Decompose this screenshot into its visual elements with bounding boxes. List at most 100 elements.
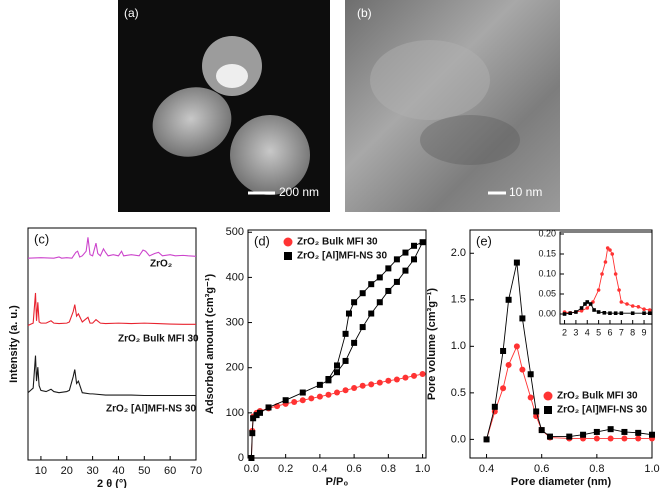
- marker: [607, 435, 614, 442]
- legend-label: ZrO₂ [Al]MFI-NS 30: [557, 405, 647, 416]
- x-tick-label: 10: [35, 465, 47, 477]
- marker: [411, 242, 418, 249]
- series-line: [250, 373, 423, 459]
- panel-label: (d): [254, 233, 270, 248]
- y-axis-label: Pore volume (cm³g⁻¹): [426, 288, 438, 400]
- legend-marker: [543, 391, 553, 401]
- y-tick-label: 0.05: [538, 288, 556, 298]
- marker: [574, 310, 578, 314]
- x-tick-label: 50: [138, 465, 150, 477]
- marker: [256, 409, 263, 416]
- marker: [583, 302, 587, 306]
- marker: [334, 362, 340, 369]
- marker: [385, 265, 392, 272]
- marker: [636, 305, 641, 309]
- x-tick-label: 5: [596, 327, 601, 337]
- marker: [613, 272, 618, 276]
- legend-label: ZrO₂ [Al]MFI-NS 30: [297, 251, 387, 262]
- marker: [566, 433, 573, 440]
- marker: [411, 256, 418, 263]
- legend-label: ZrO₂ Bulk MFI 30: [557, 391, 638, 402]
- y-tick-label: 0.15: [538, 248, 556, 258]
- series-line: [564, 301, 650, 315]
- marker: [607, 426, 614, 433]
- y-axis-label: Intensity (a. u.): [8, 305, 20, 383]
- marker: [325, 391, 332, 398]
- marker: [334, 389, 340, 396]
- marker: [635, 429, 642, 436]
- x-tick-label: 0.4: [479, 463, 494, 475]
- panel-label: (c): [34, 231, 49, 246]
- marker: [635, 435, 642, 442]
- marker: [351, 299, 358, 306]
- y-tick-label: 0.20: [538, 228, 556, 238]
- series-label: ZrO₂: [150, 259, 172, 270]
- plot-frame: [469, 229, 653, 459]
- marker: [642, 307, 646, 312]
- y-tick-label: 0.10: [538, 268, 556, 278]
- x-tick-label: 7: [619, 327, 624, 337]
- y-tick-label: 100: [226, 407, 244, 419]
- tem-image-a: (a) 200 nm: [118, 0, 330, 212]
- marker: [385, 287, 392, 294]
- y-tick-label: 2.0: [451, 247, 466, 259]
- marker: [613, 311, 618, 315]
- marker: [621, 435, 628, 442]
- marker: [580, 431, 587, 438]
- series-line: [27, 355, 196, 397]
- x-tick-label: 30: [86, 465, 98, 477]
- marker: [402, 249, 409, 256]
- marker: [647, 308, 652, 312]
- x-tick-label: 2: [562, 327, 567, 337]
- marker: [248, 455, 255, 461]
- x-axis-label: 2 θ (°): [97, 478, 127, 488]
- x-tick-label: 3: [573, 327, 578, 337]
- marker: [630, 311, 635, 315]
- marker: [596, 288, 601, 292]
- panel-label: (b): [357, 6, 372, 20]
- marker: [585, 306, 590, 310]
- x-tick-label: 0.6: [346, 463, 361, 475]
- marker: [368, 310, 375, 317]
- scale-bar-label: 10 nm: [509, 185, 542, 199]
- marker: [527, 371, 534, 378]
- marker: [334, 369, 340, 376]
- marker: [342, 387, 349, 394]
- marker: [610, 252, 615, 256]
- marker: [608, 311, 612, 315]
- marker: [342, 357, 349, 364]
- marker: [368, 281, 375, 288]
- marker: [249, 430, 256, 437]
- marker: [513, 259, 520, 266]
- marker: [491, 403, 498, 410]
- legend-marker: [283, 237, 293, 247]
- marker: [291, 399, 298, 406]
- panel-label: (a): [124, 6, 139, 20]
- marker: [519, 315, 526, 322]
- marker: [619, 300, 624, 304]
- series-label: ZrO₂ Bulk MFI 30: [118, 334, 199, 345]
- marker: [282, 397, 289, 404]
- marker: [585, 300, 590, 304]
- marker: [619, 311, 624, 315]
- marker: [402, 374, 409, 381]
- marker: [617, 288, 621, 292]
- marker: [642, 311, 646, 315]
- marker: [546, 433, 553, 440]
- x-tick-label: 1.0: [415, 463, 430, 475]
- marker: [592, 308, 596, 312]
- y-tick-label: 200: [226, 362, 244, 374]
- marker: [402, 267, 409, 274]
- marker: [579, 309, 584, 313]
- marker: [419, 371, 426, 378]
- marker: [359, 382, 366, 389]
- marker: [519, 366, 526, 373]
- marker: [579, 306, 584, 310]
- x-tick-label: 0.8: [589, 463, 604, 475]
- marker: [630, 304, 635, 308]
- marker: [500, 385, 507, 392]
- marker: [393, 376, 400, 383]
- marker: [608, 248, 612, 252]
- marker: [299, 389, 306, 396]
- marker: [649, 431, 655, 438]
